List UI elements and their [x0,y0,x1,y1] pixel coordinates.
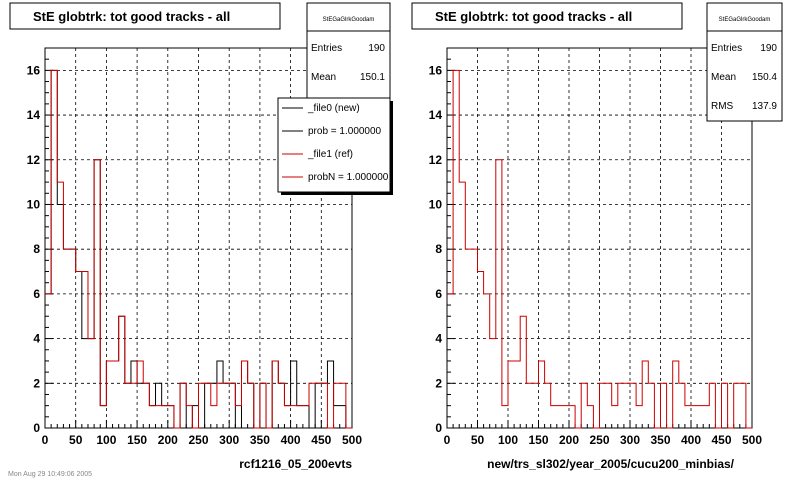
stats-value: 150.1 [360,72,385,83]
y-tick-label: 14 [429,108,443,122]
y-tick-label: 4 [33,332,40,346]
stats-box [306,2,391,101]
y-tick-label: 2 [33,376,40,390]
stats-name: StEGaGlrkGoodam [323,17,375,23]
legend-box [277,97,391,193]
y-tick-label: 8 [435,242,442,256]
y-tick-label: 0 [33,421,40,435]
y-tick-label: 12 [27,153,41,167]
y-tick-label: 4 [435,332,442,346]
y-tick-label: 16 [27,63,41,77]
x-tick-label: 0 [444,433,451,447]
legend-entry-label: probN = 1.000000 [308,172,389,183]
y-tick-label: 2 [435,376,442,390]
x-tick-label: 450 [711,433,731,447]
stats-label: Entries [311,43,342,54]
title-box [9,2,281,30]
x-tick-label: 50 [69,433,83,447]
x-tick-label: 0 [42,433,49,447]
x-tick-label: 500 [342,433,362,447]
legend-entry-label: _file0 (new) [307,103,360,114]
chart-title: StE globtrk: tot good tracks - all [33,9,230,24]
stats-label: Mean [711,72,736,83]
x-tick-label: 250 [589,433,609,447]
x-tick-label: 400 [681,433,701,447]
stats-label: Mean [311,72,336,83]
x-tick-label: 350 [650,433,670,447]
stats-label: RMS [711,101,734,112]
stats-box [706,2,783,122]
histogram-series-ref [447,69,752,429]
stats-name: StEGaGlrkGoodam [719,17,771,23]
stats-label: Entries [711,43,742,54]
x-tick-label: 350 [250,433,270,447]
x-tick-label: 100 [96,433,116,447]
y-tick-label: 10 [27,197,41,211]
right-histogram-panel: 0 50 100 150 200 250 300 350 400 450 500 0 2 4 6 8 10 12 1… [411,2,783,471]
x-tick-label: 250 [188,433,208,447]
y-tick-label: 16 [429,63,443,77]
y-tick-label: 0 [435,421,442,435]
title-box [411,2,683,30]
legend-entry-label: _file1 (ref) [307,149,353,160]
x-tick-label: 150 [127,433,147,447]
x-tick-label: 300 [219,433,239,447]
x-tick-label: 200 [158,433,178,447]
stats-value: 150.4 [752,72,777,83]
x-tick-label: 300 [620,433,640,447]
x-tick-label: 200 [559,433,579,447]
chart-title: StE globtrk: tot good tracks - all [435,9,632,24]
x-tick-label: 500 [742,433,762,447]
y-tick-label: 6 [33,287,40,301]
timestamp-footer: Mon Aug 29 10:49:06 2005 [8,471,92,478]
legend-entry-label: prob = 1.000000 [308,126,382,137]
plot-frame [446,47,753,429]
x-tick-label: 100 [498,433,518,447]
stats-value: 137.9 [752,101,777,112]
histogram-series-ref [45,69,352,429]
x-tick-label: 450 [311,433,331,447]
left-histogram-panel: 0 50 100 150 200 250 300 350 400 450 500 0 2 4 6 8 10 12 1… [9,2,393,471]
y-tick-label: 14 [27,108,41,122]
y-tick-label: 12 [429,153,443,167]
y-tick-label: 6 [435,287,442,301]
y-tick-label: 10 [429,197,443,211]
stats-value: 190 [760,43,777,54]
stats-value: 190 [368,43,385,54]
x-axis-label: rcf1216_05_200evts [239,457,352,471]
x-tick-label: 400 [281,433,301,447]
x-tick-label: 150 [528,433,548,447]
x-tick-label: 50 [471,433,485,447]
y-tick-label: 8 [33,242,40,256]
x-axis-label: new/trs_sl302/year_2005/cucu200_minbias/ [487,457,734,471]
